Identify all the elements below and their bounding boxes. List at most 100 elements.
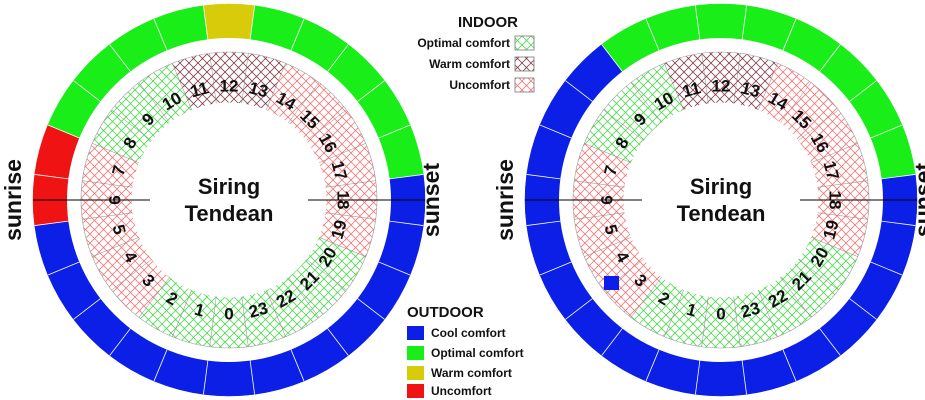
inner-spoke xyxy=(82,180,133,188)
outer-tick xyxy=(645,18,660,51)
inner-spoke xyxy=(209,296,217,347)
legend-outdoor-swatch-optimal xyxy=(407,346,424,360)
hour-label-23: 23 xyxy=(739,298,762,321)
sunrise-label: sunrise xyxy=(492,159,518,241)
hour-label-13: 13 xyxy=(739,78,762,101)
outer-tick xyxy=(73,298,101,320)
inner-spoke xyxy=(209,53,217,104)
inner-spoke xyxy=(797,258,839,291)
hour-label-17: 17 xyxy=(819,159,842,182)
legend-indoor-swatch-optimal xyxy=(514,35,535,51)
inner-spoke xyxy=(172,289,193,337)
outer-tick xyxy=(741,360,747,395)
inner-spoke xyxy=(92,236,140,257)
indoor-segment-h5 xyxy=(574,212,632,257)
hour-label-13: 13 xyxy=(247,78,270,101)
indoor-segment-h12 xyxy=(701,51,741,104)
inner-spoke xyxy=(584,143,632,164)
indoor-segment-h20 xyxy=(797,237,858,291)
outer-tick xyxy=(378,261,411,276)
inner-spoke xyxy=(810,236,858,257)
inner-spoke xyxy=(574,212,625,220)
legend-outdoor-title: OUTDOOR xyxy=(407,304,484,321)
inner-spoke xyxy=(630,82,663,124)
indoor-segment-h23 xyxy=(733,289,778,347)
indoor-segment-h4 xyxy=(584,237,645,291)
inner-spoke xyxy=(318,236,366,257)
outer-tick xyxy=(327,44,349,72)
indoor-segment-h3 xyxy=(603,259,662,318)
legend-outdoor-swatch-cool xyxy=(407,326,424,340)
hour-label-6: 6 xyxy=(106,195,125,204)
outer-tick xyxy=(601,328,623,356)
inner-spoke xyxy=(325,212,376,220)
outer-tick xyxy=(357,298,385,320)
hour-label-0: 0 xyxy=(716,305,725,324)
outer-tick xyxy=(870,261,903,276)
indoor-segment-h14 xyxy=(758,63,812,124)
outer-tick xyxy=(695,5,701,40)
inner-spoke xyxy=(265,289,286,337)
indoor-segment-h16 xyxy=(305,109,366,163)
outer-tick xyxy=(565,298,593,320)
indoor-segment-h7 xyxy=(82,143,140,188)
inner-spoke xyxy=(757,63,778,111)
indoor-segment-h22 xyxy=(758,276,812,337)
indoor-segment-h11 xyxy=(664,53,709,111)
indoor-segment-h13 xyxy=(733,53,778,111)
indoor-segment-h4 xyxy=(92,237,153,291)
inner-spoke xyxy=(817,180,868,188)
hour-label-12: 12 xyxy=(712,77,731,96)
indoor-segment-h15 xyxy=(288,82,347,141)
outer-tick xyxy=(249,5,255,40)
indoor-segment-h12 xyxy=(209,52,249,104)
inner-spoke xyxy=(779,276,812,318)
indoor-segment-h1 xyxy=(172,289,217,347)
inner-spoke xyxy=(318,143,366,164)
outdoor-segment-h12 xyxy=(695,3,747,40)
center-disc xyxy=(623,102,819,298)
outer-tick xyxy=(389,174,424,180)
legend-outdoor-item-warm: Warm comfort xyxy=(431,366,512,380)
outer-tick xyxy=(378,124,411,139)
inner-spoke xyxy=(287,276,320,318)
indoor-segment-h0 xyxy=(209,296,249,348)
inner-spoke xyxy=(817,212,868,220)
inner-spoke xyxy=(584,236,632,257)
outer-tick xyxy=(881,174,916,180)
indoor-segment-h0 xyxy=(701,296,741,348)
indoor-segment-h10 xyxy=(630,63,684,124)
legend-indoor-title: INDOOR xyxy=(458,14,518,31)
inner-spoke xyxy=(733,296,741,347)
indoor-segment-h3 xyxy=(111,259,170,318)
inner-spoke xyxy=(630,276,663,318)
inner-spoke xyxy=(82,212,133,220)
legend-outdoor-item-uncomfort: Uncomfort xyxy=(431,384,492,398)
outer-tick xyxy=(73,80,101,102)
inner-spoke xyxy=(287,82,320,124)
indoor-segment-h7 xyxy=(574,143,632,188)
indoor-segment-h20 xyxy=(305,237,366,291)
legend-indoor-item-uncomfort: Uncomfort xyxy=(449,78,510,92)
outer-tick xyxy=(526,174,561,180)
hour-label-18: 18 xyxy=(334,191,353,210)
inner-spoke xyxy=(779,82,812,124)
legend-indoor-swatch-warm xyxy=(514,56,535,72)
hour-label-6: 6 xyxy=(598,195,617,204)
inner-spoke xyxy=(265,63,286,111)
outer-tick xyxy=(109,328,131,356)
inner-spoke xyxy=(733,53,741,104)
legend-indoor-item-optimal: Optimal comfort xyxy=(417,36,510,50)
inner-spoke xyxy=(305,109,347,142)
inner-spoke xyxy=(241,53,249,104)
inner-spoke xyxy=(810,143,858,164)
hour-label-12: 12 xyxy=(220,77,239,96)
legend-outdoor-item-cool: Cool comfort xyxy=(431,326,506,340)
hour-label-18: 18 xyxy=(826,191,845,210)
inner-spoke xyxy=(664,63,685,111)
outdoor-segment-h0 xyxy=(695,360,747,397)
inner-spoke xyxy=(111,258,153,291)
inner-spoke xyxy=(172,63,193,111)
indoor-segment-h19 xyxy=(318,212,376,257)
inner-spoke xyxy=(757,289,778,337)
